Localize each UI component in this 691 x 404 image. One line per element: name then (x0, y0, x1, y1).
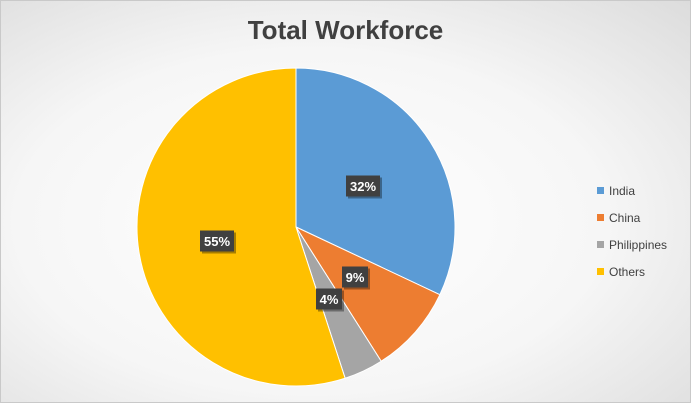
legend-swatch-others (597, 268, 604, 275)
pie-slice-china (294, 225, 441, 362)
data-label-box (346, 175, 380, 197)
legend-label-others: Others (609, 264, 646, 279)
data-label-china: 9% (342, 266, 370, 290)
data-label-text: 4% (320, 292, 339, 307)
legend-swatch-philippines (597, 241, 604, 248)
data-label-others: 55% (200, 230, 236, 254)
data-label-text: 9% (346, 270, 365, 285)
legend-item-china: China (597, 204, 667, 231)
data-label-box (316, 288, 342, 310)
data-label-india: 32% (346, 175, 382, 199)
data-label-philippines: 4% (316, 288, 344, 312)
legend-item-philippines: Philippines (597, 231, 667, 258)
legend-swatch-india (597, 187, 604, 194)
chart-title: Total Workforce (247, 15, 444, 45)
legend-item-others: Others (597, 258, 667, 285)
legend-label-philippines: Philippines (609, 237, 668, 252)
data-label-text: 32% (350, 179, 376, 194)
legend: India China Philippines Others (597, 177, 667, 285)
legend-swatch-china (597, 214, 604, 221)
legend-label-china: China (609, 210, 641, 225)
data-label-box (200, 230, 234, 252)
data-label-box (342, 266, 368, 288)
legend-label-india: India (609, 183, 636, 198)
pie-slice-others (136, 67, 346, 387)
legend-item-india: India (597, 177, 667, 204)
data-label-text: 55% (204, 234, 230, 249)
